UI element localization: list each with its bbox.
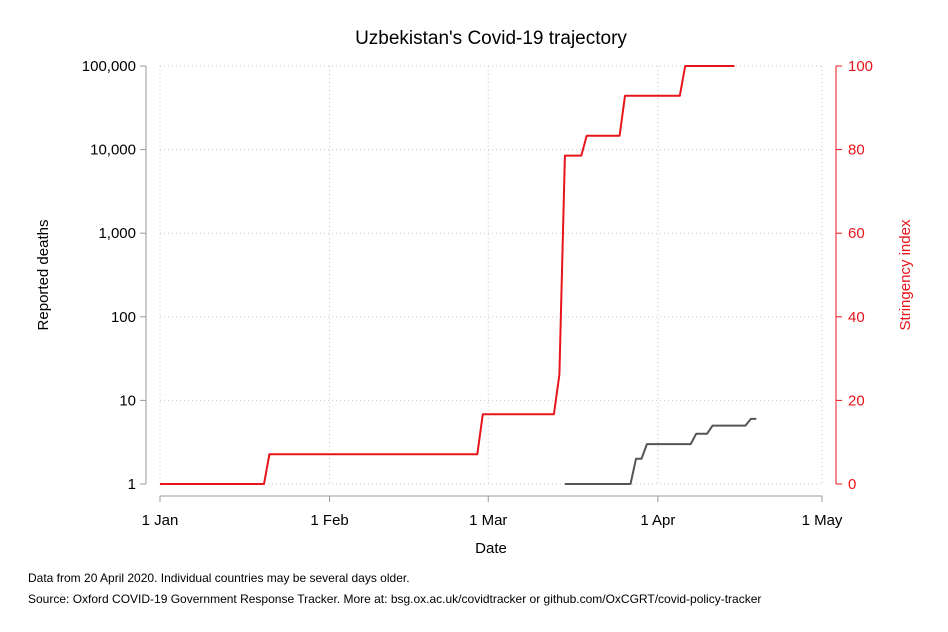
y-right-tick-label: 20 (848, 392, 865, 409)
y-left-tick-label: 1 (128, 476, 136, 493)
y-left-tick-label: 100,000 (82, 58, 136, 75)
series-layer (160, 65, 757, 485)
x-tick-label: 1 May (802, 512, 843, 529)
y-right-tick-label: 100 (848, 58, 873, 75)
chart-title: Uzbekistan's Covid-19 trajectory (355, 28, 627, 49)
stringency-line (160, 65, 735, 485)
footnote-data-date: Data from 20 April 2020. Individual coun… (28, 571, 410, 585)
y-right-tick-label: 60 (848, 225, 865, 242)
y-left-tick-label: 100 (111, 309, 136, 326)
gridlines (159, 65, 823, 485)
axes: 1 10 100 1,000 10,000 100,000 0 20 40 60 80 100 1 Ja… (82, 58, 873, 529)
y-axis-left-label: Reported deaths (35, 220, 52, 331)
chart: Uzbekistan's Covid-19 trajectory 1101001… (35, 28, 914, 557)
deaths-line (564, 417, 757, 485)
y-right-tick-label: 80 (848, 142, 865, 159)
y-right-tick-label: 0 (848, 476, 856, 493)
y-left-tick-label: 1,000 (98, 225, 136, 242)
footnote-source: Source: Oxford COVID-19 Government Respo… (28, 592, 762, 606)
y-right-tick-label: 40 (848, 309, 865, 326)
x-tick-label: 1 Apr (640, 512, 675, 529)
x-tick-label: 1 Feb (310, 512, 348, 529)
y-axis-right-label: Stringency index (897, 219, 914, 330)
x-tick-label: 1 Mar (469, 512, 507, 529)
x-axis-label: Date (475, 540, 507, 557)
y-left-tick-label: 10,000 (90, 142, 136, 159)
x-tick-label: 1 Jan (142, 512, 179, 529)
y-left-tick-label: 10 (119, 392, 136, 409)
